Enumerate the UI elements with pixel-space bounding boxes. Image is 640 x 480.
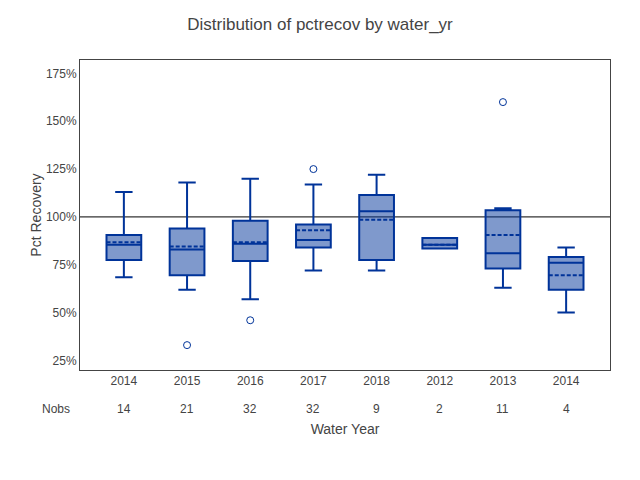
svg-text:11: 11 (496, 402, 509, 416)
svg-text:25%: 25% (53, 354, 77, 368)
svg-text:2017: 2017 (300, 374, 327, 388)
svg-text:2018: 2018 (363, 374, 390, 388)
svg-text:Water Year: Water Year (311, 421, 380, 437)
svg-text:2015: 2015 (174, 374, 201, 388)
svg-text:2012: 2012 (426, 374, 453, 388)
svg-text:75%: 75% (53, 258, 77, 272)
svg-text:9: 9 (373, 402, 380, 416)
svg-text:Pct Recovery: Pct Recovery (28, 173, 44, 256)
svg-text:32: 32 (243, 402, 257, 416)
svg-text:150%: 150% (46, 114, 77, 128)
svg-text:2014: 2014 (111, 374, 138, 388)
svg-text:2014: 2014 (553, 374, 580, 388)
svg-text:32: 32 (306, 402, 320, 416)
svg-text:175%: 175% (46, 67, 77, 81)
svg-text:Nobs: Nobs (42, 402, 70, 416)
svg-text:2016: 2016 (237, 374, 264, 388)
svg-text:4: 4 (563, 402, 570, 416)
svg-text:125%: 125% (46, 162, 77, 176)
svg-text:Distribution of pctrecov by wa: Distribution of pctrecov by water_yr (187, 15, 453, 34)
svg-text:14: 14 (117, 402, 131, 416)
svg-text:2013: 2013 (490, 374, 517, 388)
svg-text:2: 2 (436, 402, 443, 416)
svg-text:50%: 50% (53, 306, 77, 320)
svg-text:100%: 100% (46, 210, 77, 224)
svg-text:21: 21 (180, 402, 194, 416)
